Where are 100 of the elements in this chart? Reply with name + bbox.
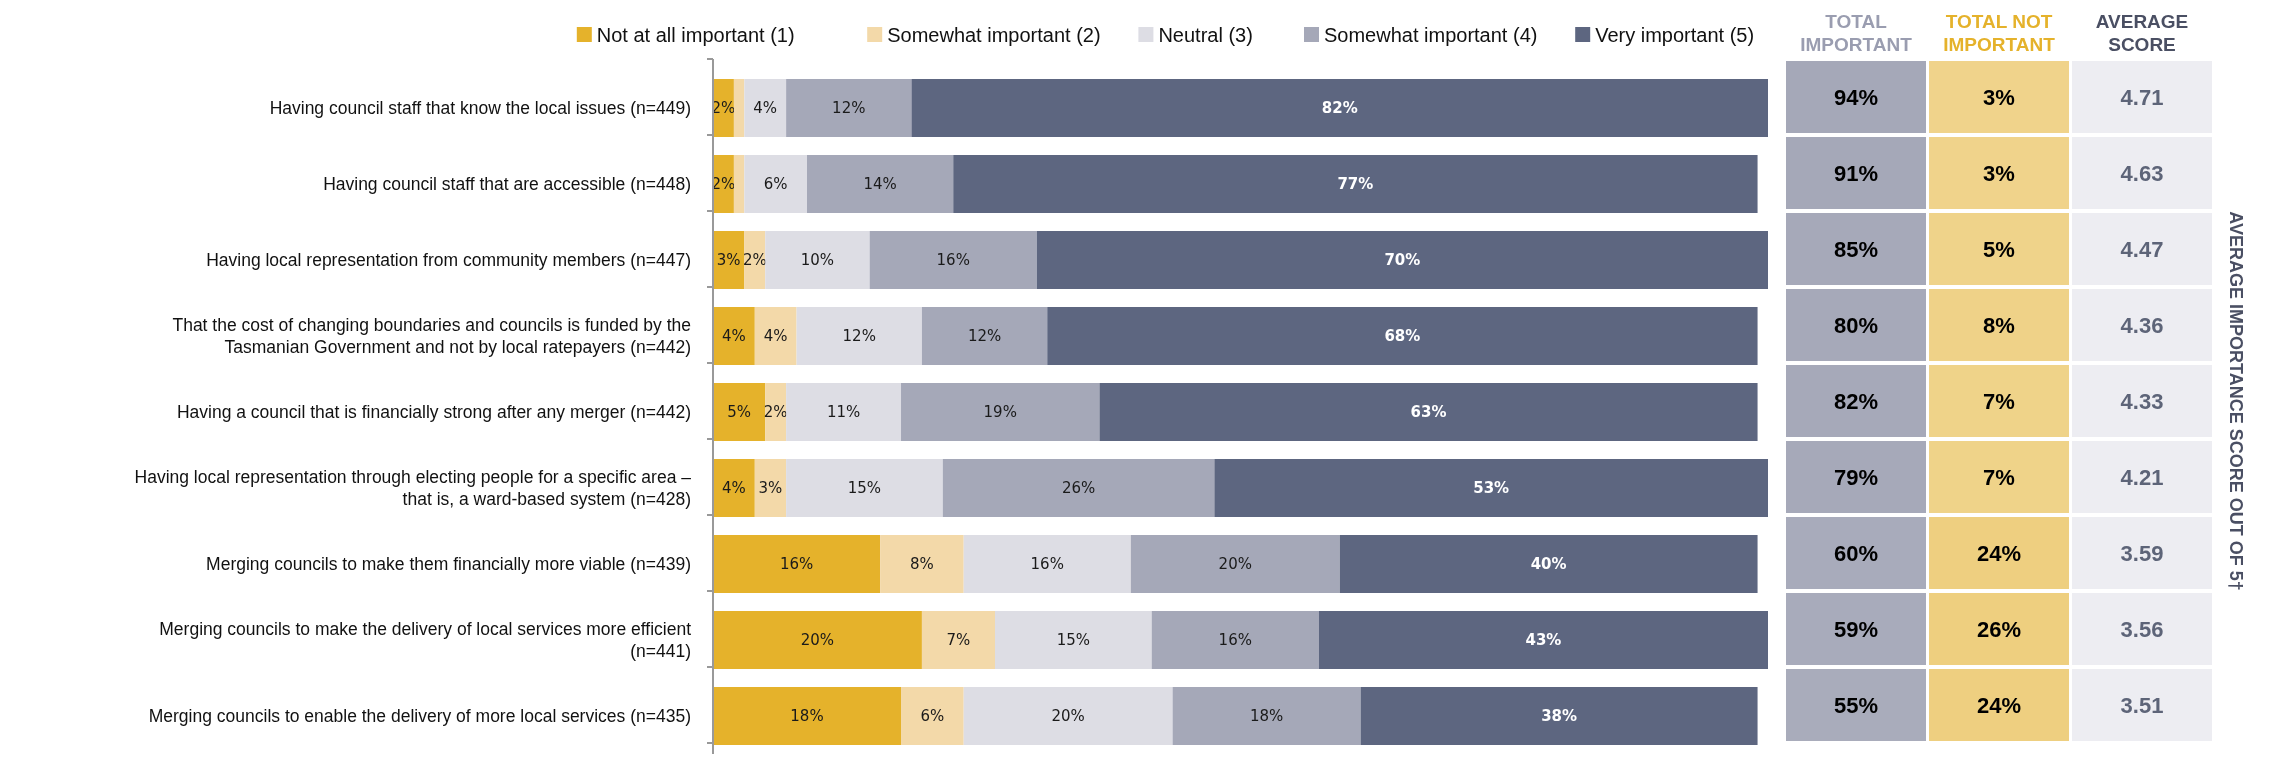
data-label: 14% [863,175,897,194]
data-label: 60% [1833,540,1879,566]
bar [1036,231,1768,289]
bar [765,231,870,289]
legend-label: Not at all important (1) [596,24,795,46]
data-label: 6% [920,707,945,726]
data-label: 80% [1833,312,1879,338]
data-label: 12% [832,99,866,118]
data-label: 26% [1061,479,1096,498]
data-label: 77% [1337,175,1374,194]
data-label: 4% [721,479,746,498]
y-tick-label: Having local representation through electing people for a specific area – that is, a ward-based system (n=428) [134,467,692,510]
data-label: 4% [763,327,788,346]
data-label: 4.47 [2120,236,2164,262]
y-tick-label: Having council staff that know the local issues (n=449) [269,98,691,119]
legend-label: Somewhat important (2) [887,24,1101,46]
data-label: 68% [1384,327,1421,346]
bar [713,459,755,517]
bar [733,79,745,137]
bar [963,687,1173,745]
data-label: 40% [1530,555,1567,574]
data-label: 16% [936,251,970,270]
bar [1339,535,1758,593]
data-label: 3.56 [2120,616,2164,642]
y-tick-label: Having a council that is financially strong after any merger (n=442) [176,402,691,423]
data-label: 3.59 [2120,540,2164,566]
data-label: 20% [1218,555,1252,574]
data-label: 82% [1321,99,1358,118]
bar [953,155,1758,213]
data-label: 10% [800,251,835,270]
data-label: 24% [1976,540,2022,566]
data-label: 8% [1983,312,2015,338]
data-label: 3% [1983,84,2015,110]
x-tick-label: TOTAL IMPORTANT [1800,11,1913,55]
data-label: 82% [1833,388,1879,414]
bar [754,459,787,517]
bar [1099,383,1758,441]
bar [921,611,996,669]
data-label: 4% [721,327,746,346]
bar [796,307,922,365]
data-label: 38% [1541,707,1578,726]
data-label: 16% [1030,555,1064,574]
data-label: 63% [1410,403,1447,422]
data-label: 7% [1983,464,2015,490]
bar [880,535,964,593]
data-label: 11% [826,403,861,422]
data-label: 4.63 [2120,160,2164,186]
bar [713,307,755,365]
y-tick-label: Having council staff that are accessible (n=448) [323,174,691,195]
data-label: 5% [727,403,752,422]
legend-label: Neutral (3) [1158,24,1253,46]
data-label: 18% [1249,707,1284,726]
bar [942,459,1215,517]
data-label: 3% [716,251,741,270]
data-label: 4.71 [2120,84,2164,110]
data-label: 91% [1833,160,1879,186]
bar [733,155,745,213]
bar [1214,459,1768,517]
bar [786,383,902,441]
legend-label: Somewhat important (4) [1324,24,1538,46]
bar [1151,611,1319,669]
y-tick-label: That the cost of changing boundaries and councils is funded by the Tasmanian Government and not by local ratepayers (n=442) [172,315,691,358]
data-label: 94% [1833,84,1879,110]
data-label: 59% [1833,616,1879,642]
bar [713,611,922,669]
data-label: 4.21 [2120,464,2164,490]
data-label: 15% [847,479,882,498]
data-label: 20% [800,631,835,650]
y-tick-label: Having local representation from community members (n=447) [206,250,691,271]
data-label: 4% [753,99,778,118]
data-label: 3% [1983,160,2015,186]
data-label: 16% [1218,631,1252,650]
x-tick-label: TOTAL NOT IMPORTANT [1943,11,2056,55]
data-label: 8% [910,555,934,574]
bar [744,155,808,213]
bar [713,535,881,593]
bar [901,687,964,745]
data-label: 53% [1473,479,1510,498]
y-tick-label: Merging councils to make them financially more viable (n=439) [206,554,691,575]
data-label: 5% [1983,236,2015,262]
data-label: 2% [711,99,736,118]
bar [807,155,954,213]
data-label: 20% [1051,707,1085,726]
data-label: 4.36 [2120,312,2164,338]
data-label: 19% [983,403,1017,422]
data-label: 4.33 [2120,388,2164,414]
data-label: 70% [1384,251,1421,270]
bar [744,79,787,137]
bar [1360,687,1758,745]
data-label: 3% [758,479,783,498]
bar [786,79,912,137]
legend-label: Very important (5) [1595,24,1755,46]
data-label: 43% [1525,631,1562,650]
bar [995,611,1152,669]
bar [901,383,1100,441]
data-label: 85% [1833,236,1879,262]
data-label: 6% [763,175,788,194]
y-tick-label: Merging councils to make the delivery of local services more efficient (n=441) [159,619,692,662]
bar [963,535,1131,593]
data-label: 12% [967,327,1002,346]
